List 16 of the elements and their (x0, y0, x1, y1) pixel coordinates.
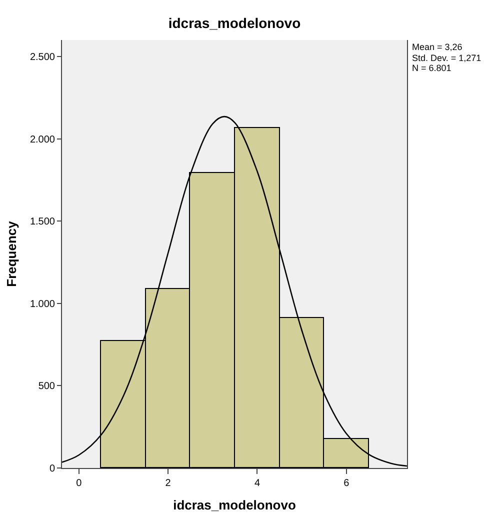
y-tick-label: 1.500 (30, 216, 56, 228)
chart-title: idcras_modelonovo (168, 14, 301, 31)
x-tick-label: 2 (165, 478, 172, 489)
x-tick-label: 6 (344, 478, 350, 489)
x-tick-label: 4 (254, 478, 260, 489)
x-tick-label: 0 (76, 478, 82, 489)
y-axis-title: Frequency (4, 220, 19, 287)
y-tick-label: 2.500 (30, 52, 56, 63)
y-tick-label: 0 (49, 464, 56, 474)
x-axis-title: idcras_modelonovo (173, 498, 296, 513)
y-tick-label: 500 (38, 381, 56, 392)
y-tick-label: 1.000 (30, 298, 56, 310)
text: Mean = 3,26 (412, 42, 462, 52)
text: N = 6.801 (412, 63, 452, 73)
y-tick-label: 2.000 (30, 134, 56, 146)
text: Std. Dev. = 1,271 (412, 53, 482, 63)
